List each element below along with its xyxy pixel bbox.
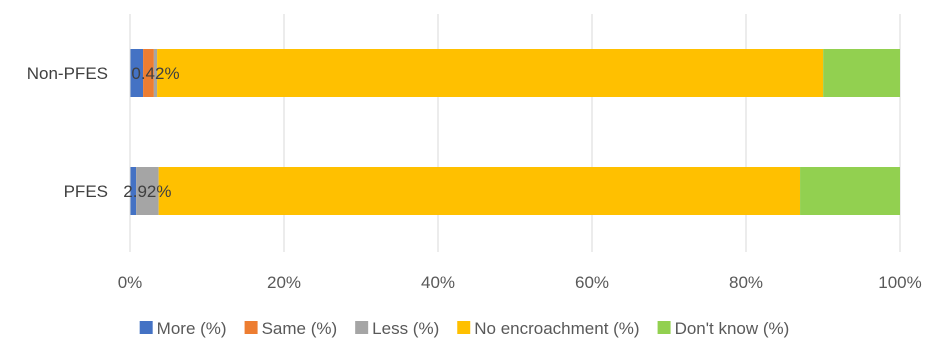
x-tick-label: 100% — [878, 273, 921, 292]
bar-segment — [153, 49, 158, 97]
bar-segment — [158, 167, 801, 215]
bar-segment — [130, 49, 144, 97]
bar-segment — [800, 167, 900, 215]
legend-swatch — [244, 321, 258, 334]
bar-segment — [130, 167, 137, 215]
data-labels: 0.42% 2.92% — [123, 64, 179, 201]
x-tick-label: 60% — [575, 273, 609, 292]
legend-item: No encroachment (%) — [457, 319, 640, 338]
x-tick-label: 0% — [118, 273, 143, 292]
legend-swatch — [457, 321, 471, 334]
legend-label: Less (%) — [372, 319, 439, 338]
legend-swatch — [355, 321, 369, 334]
data-label: 2.92% — [123, 182, 171, 201]
category-label: PFES — [64, 182, 108, 201]
legend-item: Less (%) — [355, 319, 439, 338]
bar-segment — [143, 49, 154, 97]
data-label: 0.42% — [131, 64, 179, 83]
legend: More (%) Same (%) Less (%) No encroachment … — [139, 319, 790, 338]
legend-swatch — [657, 321, 671, 334]
legend-item: Same (%) — [244, 319, 338, 338]
legend-item: More (%) — [139, 319, 227, 338]
legend-label: Same (%) — [262, 319, 338, 338]
category-label: Non-PFES — [27, 64, 108, 83]
legend-label: More (%) — [157, 319, 227, 338]
x-tick-labels: 0% 20% 40% 60% 80% 100% — [118, 273, 922, 292]
legend-label: Don't know (%) — [675, 319, 790, 338]
bar-segment — [823, 49, 900, 97]
bar-segment — [157, 49, 824, 97]
x-tick-label: 80% — [729, 273, 763, 292]
x-tick-label: 20% — [267, 273, 301, 292]
category-labels: Non-PFES PFES — [27, 64, 108, 201]
legend-swatch — [139, 321, 153, 334]
bar-segment — [136, 167, 159, 215]
legend-item: Don't know (%) — [657, 319, 790, 338]
legend-label: No encroachment (%) — [474, 319, 639, 338]
bars — [130, 49, 900, 215]
x-tick-label: 40% — [421, 273, 455, 292]
